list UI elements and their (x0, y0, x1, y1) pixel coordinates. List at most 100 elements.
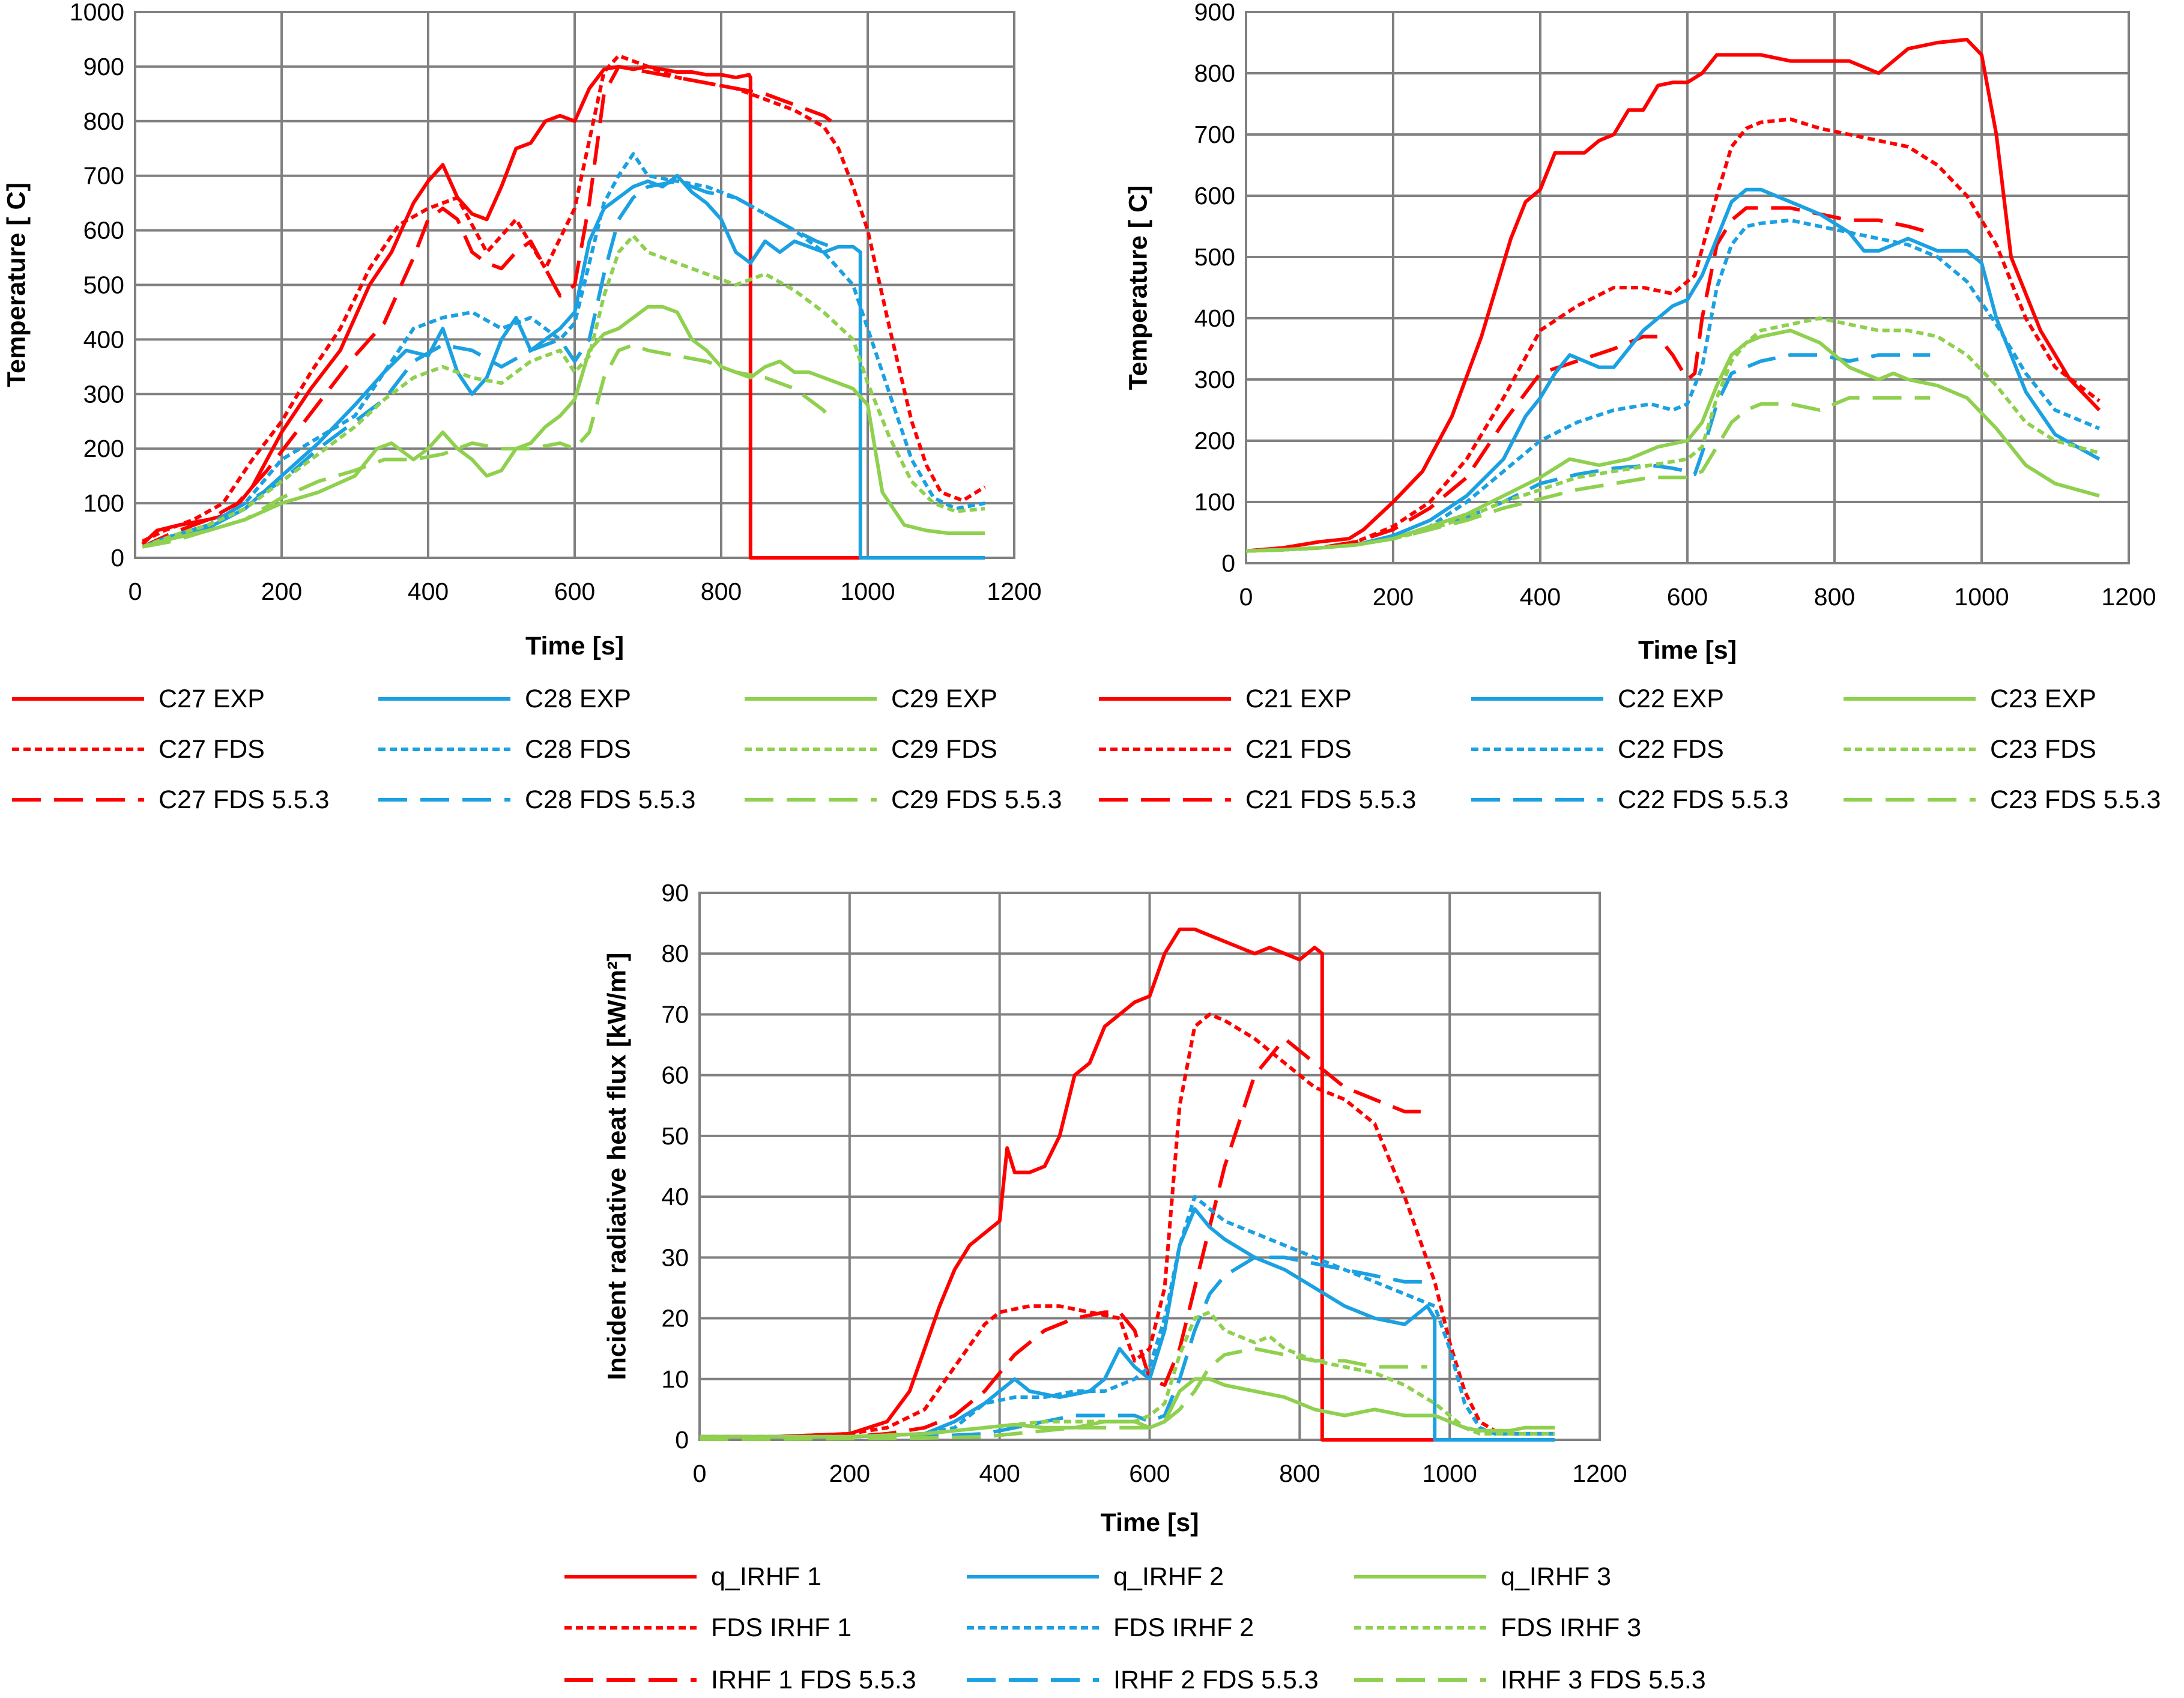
legend-label: C29 FDS (891, 735, 997, 764)
chart-3-plot-frame (698, 892, 1601, 1441)
chart-3-x-axis-label: Time [s] (1100, 1508, 1199, 1537)
chart-2-x-ticks: 0 200 400 600 800 1000 1200 (1239, 583, 2156, 611)
legend-label: C23 FDS (1990, 735, 2096, 764)
legend-label: C29 FDS 5.5.3 (891, 785, 1062, 814)
legend-label: C21 FDS 5.5.3 (1245, 785, 1416, 814)
chart-3: 0 10 20 30 40 50 60 70 80 90 0 200 400 600 800 1000 120… (564, 879, 1706, 1694)
x-tick-label: 200 (261, 578, 302, 605)
series-line (699, 1036, 1427, 1440)
x-tick-label: 1000 (1954, 583, 2009, 611)
series-line (1245, 353, 1931, 553)
y-tick-label: 300 (1194, 366, 1235, 393)
chart-3-x-ticks: 0 200 400 600 800 1000 1200 (693, 1460, 1627, 1487)
chart-3-legend: q_IRHF 1 FDS IRHF 1 IRHF 1 FDS 5.5.3 q_IRHF… (564, 1562, 1706, 1694)
y-tick-label: 70 (661, 1000, 689, 1028)
y-tick-label: 700 (1194, 121, 1235, 148)
series-line (141, 64, 832, 549)
chart-2-y-axis-label: Temperature [ C] (1124, 186, 1152, 390)
y-tick-label: 0 (110, 544, 124, 572)
legend-label: IRHF 3 FDS 5.5.3 (1501, 1666, 1706, 1694)
y-tick-label: 400 (83, 325, 124, 353)
y-tick-label: 90 (661, 879, 689, 907)
y-tick-label: 600 (83, 217, 124, 244)
x-tick-label: 0 (1239, 583, 1253, 611)
legend-label: IRHF 1 FDS 5.5.3 (711, 1666, 916, 1694)
chart-3-series (699, 927, 1555, 1442)
x-tick-label: 400 (979, 1460, 1020, 1487)
legend-label: C27 FDS (159, 735, 265, 764)
chart-2-grid (1245, 11, 2130, 564)
series-line (700, 1255, 1427, 1440)
y-tick-label: 50 (661, 1122, 689, 1150)
legend-label: q_IRHF 2 (1113, 1562, 1224, 1591)
chart-2-series (1245, 37, 2101, 553)
chart-3-y-axis-label: Incident radiative heat flux [kW/m²] (602, 953, 631, 1380)
x-tick-label: 400 (1520, 583, 1561, 611)
y-tick-label: 100 (83, 489, 124, 517)
legend-label: C28 FDS (525, 735, 631, 764)
series-line (700, 927, 1435, 1442)
series-line (142, 152, 985, 549)
series-line (1245, 117, 2101, 553)
y-tick-label: 40 (661, 1183, 689, 1210)
chart-1-x-axis-label: Time [s] (525, 632, 624, 660)
legend-label: FDS IRHF 3 (1501, 1613, 1641, 1642)
series-line (700, 1207, 1555, 1442)
x-tick-label: 800 (1279, 1460, 1320, 1487)
chart-2-legend: C21 EXP C21 FDS C21 FDS 5.5.3 C22 EXP C22 FD… (1099, 684, 2161, 814)
x-tick-label: 600 (554, 578, 595, 605)
x-tick-label: 1200 (2101, 583, 2156, 611)
y-tick-label: 60 (661, 1062, 689, 1089)
y-tick-label: 800 (83, 107, 124, 135)
y-tick-label: 1000 (70, 0, 124, 26)
legend-label: C23 FDS 5.5.3 (1990, 785, 2161, 814)
chart-1-plot-frame (134, 11, 1015, 559)
legend-label: C21 FDS (1245, 735, 1352, 764)
series-line (1245, 206, 1931, 553)
x-tick-label: 600 (1667, 583, 1708, 611)
series-line (142, 304, 985, 549)
chart-1-legend: C27 EXP C27 FDS C27 FDS 5.5.3 C28 EXP C28 FD… (12, 684, 1062, 814)
y-tick-label: 900 (1194, 0, 1235, 26)
series-line (142, 234, 985, 549)
x-tick-label: 400 (408, 578, 449, 605)
y-tick-label: 10 (661, 1365, 689, 1393)
x-tick-label: 800 (701, 578, 742, 605)
x-tick-label: 1200 (987, 578, 1041, 605)
series-line (141, 53, 986, 543)
x-tick-label: 200 (1373, 583, 1414, 611)
y-tick-label: 100 (1194, 488, 1235, 516)
chart-1-x-ticks: 0 200 400 600 800 1000 1200 (129, 578, 1042, 605)
y-tick-label: 30 (661, 1243, 689, 1271)
series-line (1245, 396, 1931, 553)
chart-2-y-ticks: 0 100 200 300 400 500 600 700 800 900 (1194, 0, 1235, 577)
chart-3-grid (698, 892, 1601, 1441)
x-tick-label: 0 (693, 1460, 707, 1487)
series-line (1245, 328, 2100, 553)
series-line (1245, 187, 2101, 553)
legend-label: q_IRHF 3 (1501, 1562, 1611, 1591)
legend-label: IRHF 2 FDS 5.5.3 (1113, 1666, 1319, 1694)
y-tick-label: 500 (1194, 243, 1235, 271)
chart-1-y-ticks: 0 100 200 300 400 500 600 700 800 900 1000 (70, 0, 124, 572)
chart-1-series (141, 53, 986, 560)
chart-3-y-ticks: 0 10 20 30 40 50 60 70 80 90 (661, 879, 689, 1454)
chart-1-y-axis-label: Temperature [ C] (2, 183, 31, 387)
legend-label: C22 EXP (1618, 684, 1724, 713)
legend-label: FDS IRHF 2 (1113, 1613, 1254, 1642)
y-tick-label: 300 (83, 380, 124, 408)
chart-1: 0 100 200 300 400 500 600 700 800 900 1000 0 200 400… (2, 0, 1062, 814)
y-tick-label: 500 (83, 271, 124, 299)
legend-label: C21 EXP (1245, 684, 1352, 713)
chart-2: 0 100 200 300 400 500 600 700 800 900 0 200 400 600 8… (1099, 0, 2161, 814)
series-line (1245, 218, 2101, 553)
x-tick-label: 1000 (840, 578, 895, 605)
y-tick-label: 600 (1194, 182, 1235, 210)
legend-label: C27 EXP (159, 684, 265, 713)
series-line (700, 1195, 1555, 1439)
y-tick-label: 800 (1194, 59, 1235, 87)
y-tick-label: 0 (675, 1426, 689, 1454)
chart-2-x-axis-label: Time [s] (1638, 636, 1737, 665)
series-line (1245, 37, 2101, 553)
